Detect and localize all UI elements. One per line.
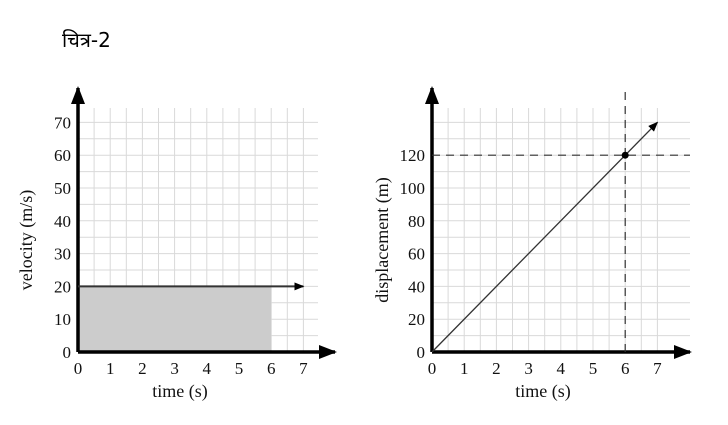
left-chart-y-tick-label: 0	[63, 343, 72, 362]
right-chart-y-tick-label: 100	[400, 179, 426, 198]
right-chart-x-tick-label: 6	[621, 359, 630, 378]
left-chart-y-tick-label: 10	[54, 310, 71, 329]
left-chart-x-tick-label: 5	[235, 359, 244, 378]
right-chart-y-tick-label: 120	[400, 146, 426, 165]
left-chart-y-tick-label: 50	[54, 179, 71, 198]
left-chart-x-tick-label: 0	[74, 359, 83, 378]
left-chart-x-tick-label: 1	[106, 359, 115, 378]
right-chart-highlight-point	[621, 151, 629, 159]
right-chart-y-tick-label: 40	[408, 277, 425, 296]
left-chart-y-axis-label: velocity (m/s)	[16, 190, 37, 290]
left-chart-x-tick-label: 3	[170, 359, 179, 378]
right-chart-y-tick-label: 80	[408, 212, 425, 231]
left-chart-y-tick-label: 70	[54, 113, 71, 132]
left-chart-y-tick-label: 60	[54, 146, 71, 165]
right-chart: 0 1 2 3 4 5 6 7 0 20 40 60 80 100 120 time (s) displacem…	[372, 86, 692, 402]
left-chart-x-tick-label: 2	[138, 359, 147, 378]
right-chart-y-tick-label: 60	[408, 245, 425, 264]
right-chart-x-axis-label: time (s)	[515, 381, 571, 402]
figure-caption: चित्र-2	[62, 28, 111, 52]
left-chart-x-tick-label: 7	[299, 359, 308, 378]
left-chart-y-tick-label: 30	[54, 245, 71, 264]
left-chart-x-axis-label: time (s)	[152, 381, 208, 402]
right-chart-x-tick-label: 0	[428, 359, 437, 378]
left-chart-shaded-area	[78, 286, 272, 352]
right-chart-y-axis-label: displacement (m)	[372, 177, 393, 302]
left-chart-x-tick-label: 4	[203, 359, 212, 378]
right-chart-grid	[432, 108, 690, 352]
right-chart-y-tick-label: 0	[417, 343, 426, 362]
right-chart-series-line	[431, 121, 659, 353]
right-chart-y-tick-label: 20	[408, 310, 425, 329]
left-chart-x-tick-label: 6	[267, 359, 276, 378]
left-chart-y-tick-label: 20	[54, 277, 71, 296]
right-chart-x-tick-label: 2	[492, 359, 501, 378]
right-chart-x-tick-label: 4	[557, 359, 566, 378]
right-chart-x-tick-label: 1	[460, 359, 469, 378]
right-chart-x-tick-label: 7	[653, 359, 662, 378]
right-chart-x-tick-label: 5	[589, 359, 598, 378]
right-chart-x-tick-label: 3	[524, 359, 533, 378]
left-chart-y-tick-label: 40	[54, 212, 71, 231]
